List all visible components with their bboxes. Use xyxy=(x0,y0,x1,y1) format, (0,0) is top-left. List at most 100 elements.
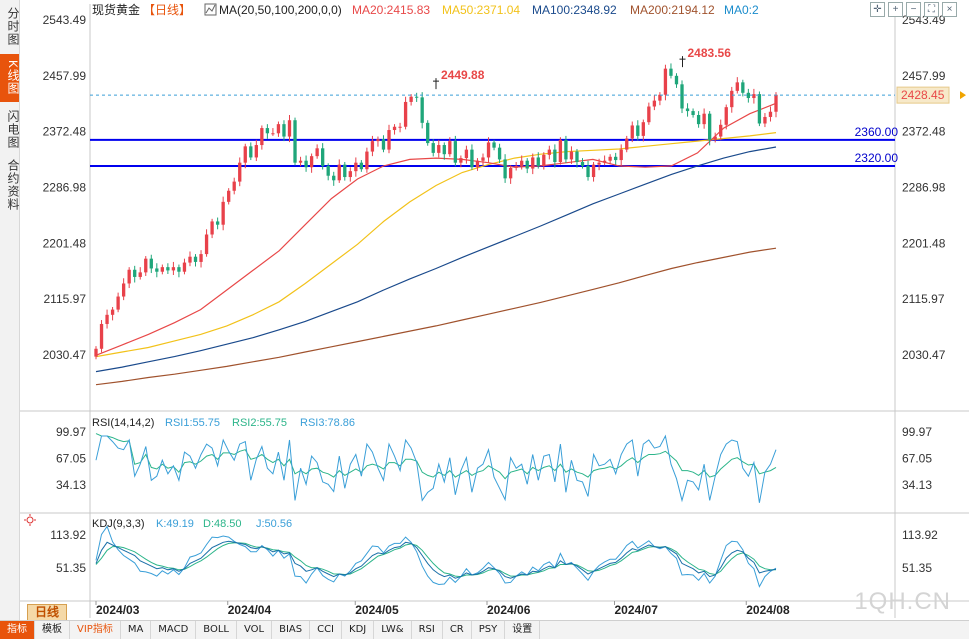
candle-body xyxy=(752,94,756,99)
candle-body xyxy=(155,268,159,272)
rsi1-line xyxy=(95,434,777,503)
kdj-tick-label-left: 113.92 xyxy=(50,528,86,542)
kdj-tick-label: 51.35 xyxy=(902,561,932,575)
kdj-j-value: J:50.56 xyxy=(256,518,292,530)
tab-time-sharing[interactable]: 分时图 xyxy=(6,6,20,46)
candle-body xyxy=(249,146,253,158)
price-tick-label-left: 2457.99 xyxy=(43,69,87,83)
candle-body xyxy=(746,92,751,99)
candle-body xyxy=(398,126,402,128)
candle-body xyxy=(321,148,325,166)
zoom-out-icon[interactable]: − xyxy=(906,2,921,17)
candle-body xyxy=(121,283,126,297)
candle-body xyxy=(486,142,491,158)
sun-icon[interactable] xyxy=(24,514,36,526)
candle-body xyxy=(453,141,458,163)
candle-body xyxy=(403,101,408,127)
last-price-arrow-icon xyxy=(960,91,966,100)
bottom-tab[interactable]: PSY xyxy=(472,621,506,639)
candle-body xyxy=(144,258,148,273)
kdj-tick-label-left: 51.35 xyxy=(56,561,86,575)
bottom-tab[interactable]: BOLL xyxy=(196,621,237,639)
candle-body xyxy=(591,164,596,178)
bottom-tab[interactable]: 模板 xyxy=(35,621,70,639)
candle-body xyxy=(708,113,712,140)
zoom-in-icon[interactable]: + xyxy=(888,2,903,17)
period-button[interactable]: 日线 xyxy=(27,604,67,621)
bottom-tab[interactable]: CR xyxy=(443,621,472,639)
rsi2-value: RSI2:55.75 xyxy=(232,417,287,429)
candle-body xyxy=(558,139,563,163)
bottom-tab[interactable]: CCI xyxy=(310,621,343,639)
tab-kline[interactable]: K线图 xyxy=(0,54,20,102)
candle-body xyxy=(470,149,474,168)
tab-contract-info[interactable]: 合约资料 xyxy=(6,159,20,211)
bottom-tab[interactable]: MACD xyxy=(151,621,197,639)
candle-body xyxy=(630,125,634,139)
candle-body xyxy=(597,162,601,165)
candle-body xyxy=(359,162,364,170)
candle-body xyxy=(713,136,717,140)
candle-body xyxy=(520,160,524,166)
candle-body xyxy=(735,82,739,91)
candle-body xyxy=(625,138,629,150)
ma100-line xyxy=(95,146,777,373)
candle-body xyxy=(442,145,446,155)
candle-body xyxy=(337,164,341,181)
high-annotation-label: 2449.88 xyxy=(441,68,485,82)
close-icon[interactable]: × xyxy=(942,2,957,17)
crosshair-icon[interactable]: ✛ xyxy=(870,2,885,17)
candle-body xyxy=(227,190,231,202)
price-tick-label: 2286.98 xyxy=(902,181,946,195)
last-price-group: 2428.45 xyxy=(90,86,966,104)
candle-body xyxy=(99,323,104,349)
candle-body xyxy=(182,262,187,272)
ma20-line xyxy=(95,102,777,356)
bottom-tab[interactable]: 设置 xyxy=(505,621,541,639)
ma20-value: MA20:2415.83 xyxy=(352,3,430,17)
candle-body xyxy=(265,128,270,134)
bottom-tab[interactable]: 指标 xyxy=(0,621,35,639)
ma0-value: MA0:2 xyxy=(724,3,759,17)
candle-body xyxy=(575,151,579,163)
indicator-settings-icon[interactable] xyxy=(204,3,217,16)
bottom-tab[interactable]: MA xyxy=(121,621,152,639)
tab-lightning-chart[interactable]: 闪电图 xyxy=(6,109,20,149)
chart-area[interactable]: 现货黄金 【日线】 MA(20,50,100,200,0,0) MA20:241… xyxy=(0,0,969,620)
candle-body xyxy=(774,94,778,112)
candle-body xyxy=(381,139,386,150)
candle-body xyxy=(503,159,507,179)
candle-body xyxy=(431,143,435,153)
bottom-tab[interactable]: LW& xyxy=(374,621,412,639)
candle-body xyxy=(525,160,529,169)
candle-body xyxy=(619,149,623,161)
bottom-tab[interactable]: VIP指标 xyxy=(70,621,121,639)
candle-body xyxy=(365,151,369,170)
candle-body xyxy=(110,309,115,315)
last-price-box xyxy=(896,86,950,104)
kdj-k-value: K:49.19 xyxy=(156,518,194,530)
candle-body xyxy=(663,68,668,95)
price-tick-label-left: 2543.49 xyxy=(43,13,87,27)
rsi-tick-label: 34.13 xyxy=(902,478,932,492)
candle-body xyxy=(508,167,513,179)
candle-body xyxy=(160,267,164,272)
candle-body xyxy=(658,94,662,101)
candle-body xyxy=(166,267,170,271)
rsi-title: RSI(14,14,2) xyxy=(92,417,154,429)
bottom-tab[interactable]: RSI xyxy=(412,621,443,639)
rsi-tick-label-left: 34.13 xyxy=(56,478,86,492)
candle-body xyxy=(580,162,585,166)
bottom-tab[interactable]: BIAS xyxy=(272,621,311,639)
fullscreen-icon[interactable]: ⛶ xyxy=(924,2,939,17)
candle-body xyxy=(343,164,347,178)
candle-body xyxy=(414,96,419,98)
candle-body xyxy=(243,146,247,163)
candle-body xyxy=(177,267,181,272)
bottom-tab[interactable]: VOL xyxy=(237,621,273,639)
bottom-tab[interactable]: KDJ xyxy=(342,621,375,639)
candle-body xyxy=(309,156,314,168)
ma200-line xyxy=(95,247,777,386)
ma50-line xyxy=(95,132,777,358)
ma50-value: MA50:2371.04 xyxy=(442,3,520,17)
